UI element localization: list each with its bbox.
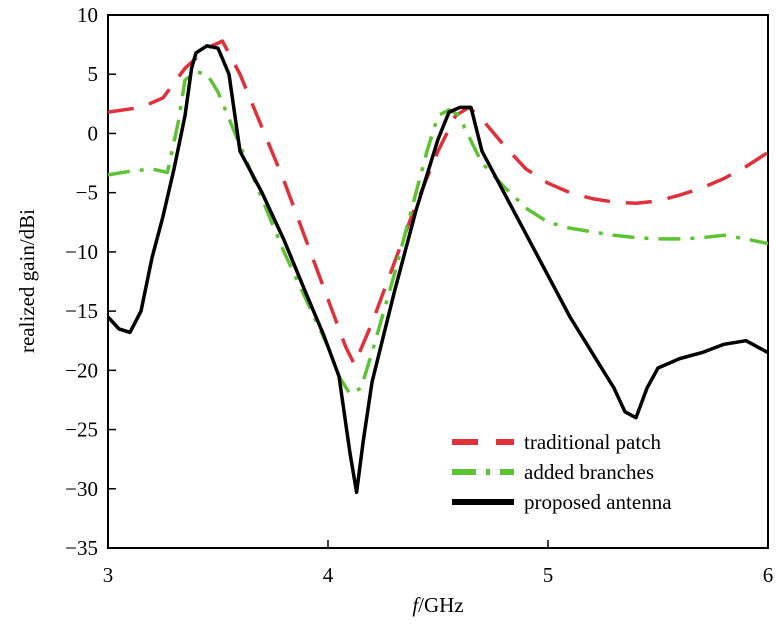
- series-line-added-branches: [107, 70, 769, 396]
- tick-group: 10 5 0 −5 −10 −15 −20 −25 −30 −353 4 5 6: [65, 3, 773, 587]
- y-tick-label: −30: [65, 477, 98, 501]
- x-tick-label: 6: [763, 563, 774, 587]
- y-tick-label: 0: [88, 121, 99, 145]
- y-tick-label: −20: [65, 358, 98, 382]
- y-tick-label: −10: [65, 240, 98, 264]
- x-tick-label: 5: [543, 563, 554, 587]
- y-axis-label: realized gain/dBi: [15, 209, 39, 353]
- y-tick-label: −15: [65, 299, 98, 323]
- series-group: [106, 39, 769, 495]
- x-axis-label-italic: f: [412, 593, 421, 617]
- y-tick-label: 10: [77, 3, 98, 27]
- y-tick-label: −5: [76, 181, 98, 205]
- x-axis-label-unit: /GHz: [418, 593, 464, 617]
- x-axis-label: f/GHz: [412, 593, 463, 617]
- legend-label: traditional patch: [524, 430, 662, 454]
- x-tick-label: 4: [323, 563, 334, 587]
- y-tick-label: −35: [65, 536, 98, 560]
- y-tick-label: 5: [88, 62, 99, 86]
- legend-label: added branches: [524, 460, 654, 484]
- plot-frame: [107, 14, 769, 549]
- y-tick-label: −25: [65, 418, 98, 442]
- series-line-traditional-patch: [107, 39, 769, 367]
- legend: traditional patch added branches proposed …: [452, 430, 672, 514]
- x-tick-label: 3: [103, 563, 114, 587]
- legend-label: proposed antenna: [524, 490, 672, 514]
- series-line-proposed-antenna: [106, 44, 769, 495]
